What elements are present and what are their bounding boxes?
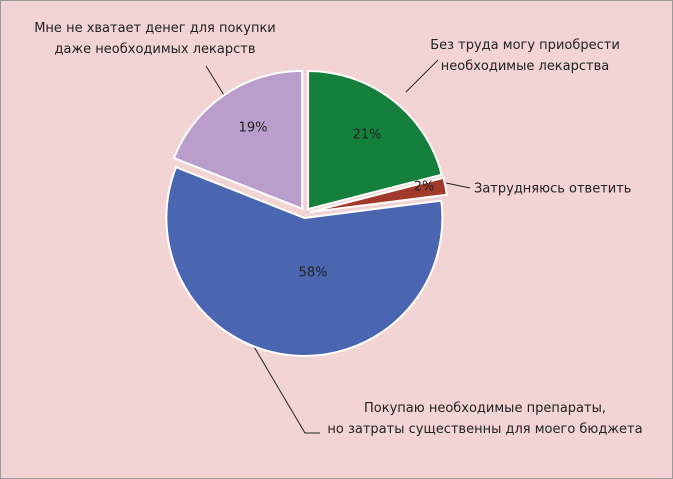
pie-slice xyxy=(307,70,443,211)
pie-slice xyxy=(309,176,448,214)
value-label: 58% xyxy=(299,266,328,281)
value-label: 19% xyxy=(239,121,268,136)
category-label: Покупаю необходимые препараты, но затраты… xyxy=(327,401,642,437)
value-label: 2% xyxy=(414,180,435,195)
pie-slice xyxy=(172,69,304,211)
value-label: 21% xyxy=(353,128,382,143)
category-label: Затрудняюсь ответить xyxy=(474,182,631,197)
leader-line xyxy=(445,182,471,189)
category-label: Мне не хватает денег для покупки даже нео… xyxy=(34,21,276,57)
leader-line xyxy=(405,59,439,93)
leader-line xyxy=(249,339,320,434)
category-label: Без труда могу приобрести необходимые лек… xyxy=(430,38,620,74)
pie-slice xyxy=(165,165,444,357)
